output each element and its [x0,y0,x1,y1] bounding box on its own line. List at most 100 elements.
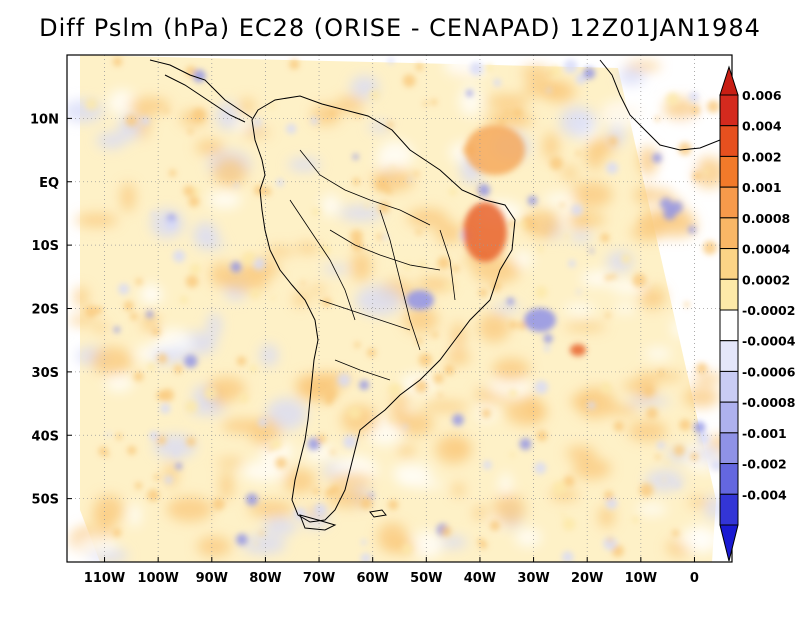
field-patch [704,495,723,520]
field-spot [337,373,351,387]
field-spot [477,183,491,197]
field-spot [254,184,265,196]
field-patch [569,231,593,242]
field-spot [662,477,667,482]
field-patch [208,190,242,209]
field-patch [692,156,726,189]
field-spot [386,121,394,129]
field-spot [289,59,300,70]
field-patch [75,213,118,227]
field-spot [493,78,502,87]
field-spot [160,403,171,414]
field-spot [552,480,567,495]
colorbar-segment [719,309,739,342]
field-spot [452,414,464,426]
field-spot [498,117,506,125]
field-patch [637,146,658,176]
field-patch [141,313,160,332]
field-spot [481,408,492,419]
field-spot [418,261,428,270]
field-patch [222,271,270,292]
field-spot [549,65,562,78]
field-spot [469,61,484,76]
field-spot [508,389,518,398]
x-tick-label: 60W [356,571,388,586]
colorbar-label: -0.002 [742,457,787,472]
field-spot [259,531,264,536]
field-spot [613,421,625,432]
field-spot [85,98,98,111]
field-spot [533,227,539,232]
field-spot [575,151,581,156]
field-patch [669,161,699,176]
field-patch [683,386,720,408]
field-patch [216,458,244,467]
field-patch [451,322,466,353]
field-spot [367,348,376,358]
field-spot [448,187,457,196]
field-spot [482,460,492,470]
field-spot [263,187,272,196]
field-spot [707,100,720,113]
field-patch [614,303,636,314]
field-spot [696,362,708,375]
field-patch [195,139,225,155]
colorbar-top-arrow [719,65,739,96]
field-spot [324,396,334,406]
field-spot [312,207,321,216]
field-spot [188,195,200,207]
field-patch [293,291,308,308]
field-spot [600,233,610,243]
field-spot [697,432,710,445]
field-patch [423,401,470,412]
field-spot [519,438,532,450]
field-spot [402,74,416,88]
field-spot [113,326,120,333]
field-spot [432,332,439,338]
field-spot [212,497,225,511]
colorbar-segment [719,125,739,157]
field-patch [69,315,95,326]
field-spot [189,263,201,275]
field-spot [600,382,612,393]
field-spot [703,169,709,175]
field-patch [559,106,596,137]
field-spot [571,204,583,216]
field-spot [106,432,111,437]
field-spot [645,407,658,420]
field-spot [169,169,177,177]
field-spot [354,342,361,348]
x-tick-label: 110W [84,571,125,586]
field-spot [643,385,655,397]
field-patch [96,132,127,149]
field-spot [678,142,692,156]
field-spot [187,128,194,135]
field-spot [307,437,321,451]
field-patch [446,350,471,365]
colorbar-label: 0.0004 [742,242,791,257]
field-spot [589,248,594,253]
field-spot [250,289,261,300]
x-tick-label: 90W [196,571,228,586]
field-spot [112,528,122,537]
field-spot [164,475,173,484]
field-spot [485,64,494,72]
field-spot [125,114,138,127]
field-spot [534,380,549,394]
field-spot [489,520,501,531]
y-tick-label: 50S [32,493,59,508]
field-spot [444,364,455,376]
field-spot [360,496,373,510]
colorbar-label: 0.004 [742,119,782,134]
field-spot [688,225,696,234]
field-spot [123,301,134,311]
field-patch [566,212,593,229]
field-patch [392,463,433,483]
field-spot [561,551,574,562]
field-patch [128,97,171,115]
field-spot [112,56,123,67]
field-spot [146,310,154,319]
field-patch [521,65,551,81]
field-patch [412,530,443,559]
field-patch [259,344,278,367]
